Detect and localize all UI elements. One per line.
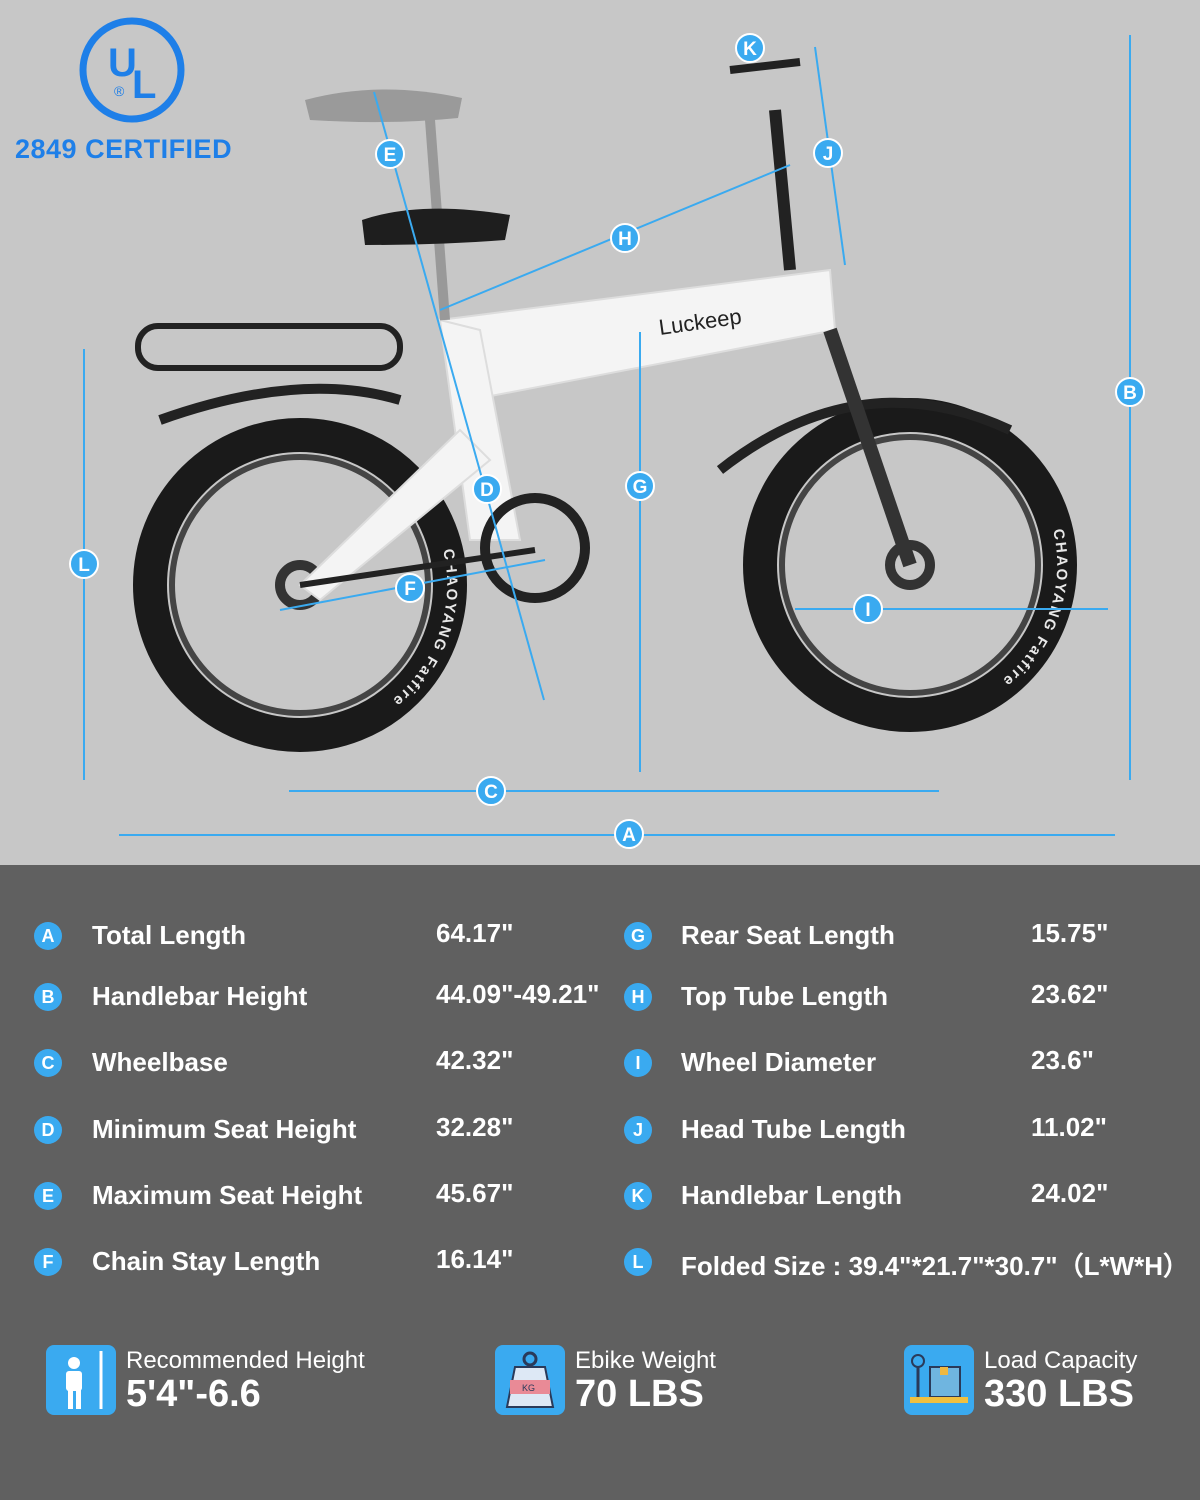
svg-text:H: H [618, 229, 632, 250]
spec-label: Wheelbase [92, 1047, 228, 1077]
spec-letter-badge: C [34, 1049, 62, 1077]
marker-a: A [614, 819, 644, 849]
marker-g: G [625, 471, 655, 501]
spec-value: 11.02" [1031, 1112, 1107, 1142]
spec-value: 23.62" [1031, 979, 1109, 1009]
svg-text:KG: KG [522, 1383, 535, 1393]
spec-value: 44.09"-49.21" [436, 979, 600, 1009]
spec-label: Minimum Seat Height [92, 1114, 357, 1144]
marker-d: D [472, 474, 502, 504]
svg-text:U: U [108, 41, 137, 85]
spec-label: Folded Size : 39.4"*21.7"*30.7"（L*W*H） [681, 1251, 1190, 1281]
dimension-lines [83, 35, 1131, 836]
spec-label: Handlebar Length [681, 1180, 903, 1210]
stat-value: 5'4"-6.6 [126, 1373, 261, 1415]
spec-value: 64.17" [436, 918, 514, 948]
spec-letter-badge: K [624, 1182, 652, 1210]
marker-e: E [375, 139, 405, 169]
spec-letter-badge: F [34, 1248, 62, 1276]
marker-c: C [476, 776, 506, 806]
spec-label: Handlebar Height [92, 981, 308, 1011]
spec-label: Head Tube Length [681, 1114, 906, 1144]
svg-text:L: L [78, 555, 90, 576]
marker-l: L [69, 549, 99, 579]
spec-value: 15.75" [1031, 918, 1109, 948]
svg-text:E: E [384, 145, 397, 166]
ul-logo: U L ® [79, 17, 185, 123]
marker-k: K [735, 33, 765, 63]
spec-label: Wheel Diameter [681, 1047, 877, 1077]
spec-letter-badge: G [624, 922, 652, 950]
marker-b: B [1115, 377, 1145, 407]
svg-text:A: A [622, 825, 636, 846]
spec-letter-badge: L [624, 1248, 652, 1276]
stat-label: Ebike Weight [575, 1347, 716, 1374]
spec-value: 45.67" [436, 1178, 514, 1208]
stat-value: 70 LBS [575, 1373, 704, 1415]
svg-text:B: B [1123, 383, 1137, 404]
stat-recommended-height: Recommended Height 5'4"-6.6 [46, 1345, 365, 1415]
stat-label: Recommended Height [126, 1347, 365, 1374]
svg-text:L: L [132, 63, 156, 107]
rear-wheel [133, 418, 467, 752]
svg-text:J: J [823, 144, 834, 165]
svg-text:D: D [480, 480, 494, 501]
stat-label: Load Capacity [984, 1347, 1138, 1374]
svg-text:G: G [633, 477, 648, 498]
spec-letter-badge: H [624, 983, 652, 1011]
svg-text:I: I [865, 600, 870, 621]
bike-diagram: CHAOYANG Fatfire CHAOYANG Fatfire Luckee… [69, 33, 1145, 849]
spec-label: Rear Seat Length [681, 920, 895, 950]
spec-label: Top Tube Length [681, 981, 888, 1011]
svg-text:C: C [484, 782, 498, 803]
spec-letter-badge: J [624, 1116, 652, 1144]
spec-label: Maximum Seat Height [92, 1180, 363, 1210]
spec-value: 16.14" [436, 1244, 514, 1274]
spec-label: Chain Stay Length [92, 1246, 321, 1276]
spec-letter-badge: A [34, 922, 62, 950]
spec-letter-badge: D [34, 1116, 62, 1144]
kg-weight-icon: KG [495, 1345, 565, 1415]
spec-label: Total Length [92, 920, 247, 950]
svg-text:®: ® [114, 83, 125, 99]
spec-value: 32.28" [436, 1112, 514, 1142]
marker-j: J [813, 138, 843, 168]
svg-text:F: F [404, 579, 416, 600]
scale-box-icon [904, 1345, 974, 1415]
svg-text:K: K [743, 39, 757, 60]
spec-letter-badge: E [34, 1182, 62, 1210]
spec-letter-badge: B [34, 983, 62, 1011]
person-height-icon [46, 1345, 116, 1415]
spec-letter-badge: I [624, 1049, 652, 1077]
marker-h: H [610, 223, 640, 253]
marker-f: F [395, 573, 425, 603]
certification-label: 2849 CERTIFIED [15, 134, 233, 164]
marker-i: I [853, 594, 883, 624]
spec-value: 23.6" [1031, 1045, 1094, 1075]
stat-load-capacity: Load Capacity 330 LBS [904, 1345, 1137, 1415]
stat-value: 330 LBS [984, 1373, 1134, 1415]
spec-value: 42.32" [436, 1045, 514, 1075]
stat-ebike-weight: KG Ebike Weight 70 LBS [495, 1345, 716, 1415]
specs-panel [0, 865, 1200, 1500]
spec-value: 24.02" [1031, 1178, 1109, 1208]
